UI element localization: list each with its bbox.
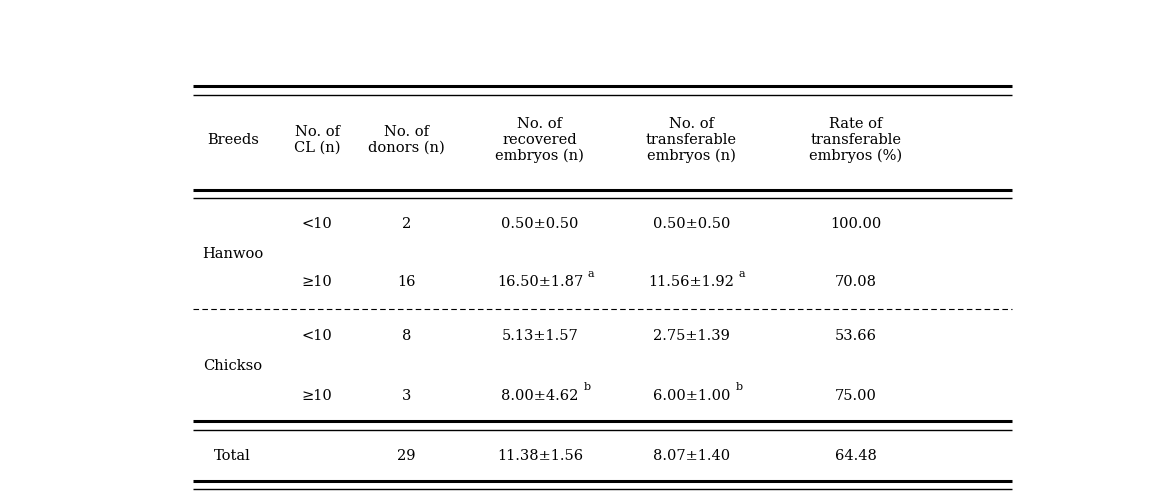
Text: 6.00±1.00: 6.00±1.00 (653, 389, 730, 403)
Text: <10: <10 (302, 329, 333, 343)
Text: No. of
donors (n): No. of donors (n) (368, 125, 445, 155)
Text: 11.56±1.92: 11.56±1.92 (648, 275, 734, 289)
Text: 0.50±0.50: 0.50±0.50 (653, 217, 730, 231)
Text: 70.08: 70.08 (835, 275, 877, 289)
Text: 0.50±0.50: 0.50±0.50 (501, 217, 579, 231)
Text: Total: Total (215, 449, 250, 464)
Text: b: b (584, 382, 591, 392)
Text: Chickso: Chickso (203, 359, 262, 373)
Text: 8.07±1.40: 8.07±1.40 (653, 449, 730, 464)
Text: ≥10: ≥10 (302, 275, 333, 289)
Text: 3: 3 (402, 389, 411, 403)
Text: ≥10: ≥10 (302, 389, 333, 403)
Text: <10: <10 (302, 217, 333, 231)
Text: b: b (735, 382, 742, 392)
Text: 8.00±4.62: 8.00±4.62 (501, 389, 579, 403)
Text: 29: 29 (398, 449, 416, 464)
Text: 53.66: 53.66 (835, 329, 877, 343)
Text: 2.75±1.39: 2.75±1.39 (653, 329, 730, 343)
Text: 100.00: 100.00 (831, 217, 881, 231)
Text: a: a (739, 269, 745, 279)
Text: No. of
recovered
embryos (n): No. of recovered embryos (n) (495, 117, 585, 164)
Text: No. of
transferable
embryos (n): No. of transferable embryos (n) (646, 117, 737, 164)
Text: Breeds: Breeds (207, 133, 259, 147)
Text: 2: 2 (402, 217, 411, 231)
Text: 8: 8 (402, 329, 411, 343)
Text: No. of
CL (n): No. of CL (n) (294, 125, 340, 155)
Text: 64.48: 64.48 (835, 449, 877, 464)
Text: 75.00: 75.00 (835, 389, 877, 403)
Text: Hanwoo: Hanwoo (202, 247, 263, 260)
Text: 5.13±1.57: 5.13±1.57 (501, 329, 578, 343)
Text: Rate of
transferable
embryos (%): Rate of transferable embryos (%) (809, 117, 903, 164)
Text: 16.50±1.87: 16.50±1.87 (496, 275, 583, 289)
Text: a: a (587, 269, 594, 279)
Text: 11.38±1.56: 11.38±1.56 (496, 449, 583, 464)
Text: 16: 16 (398, 275, 416, 289)
